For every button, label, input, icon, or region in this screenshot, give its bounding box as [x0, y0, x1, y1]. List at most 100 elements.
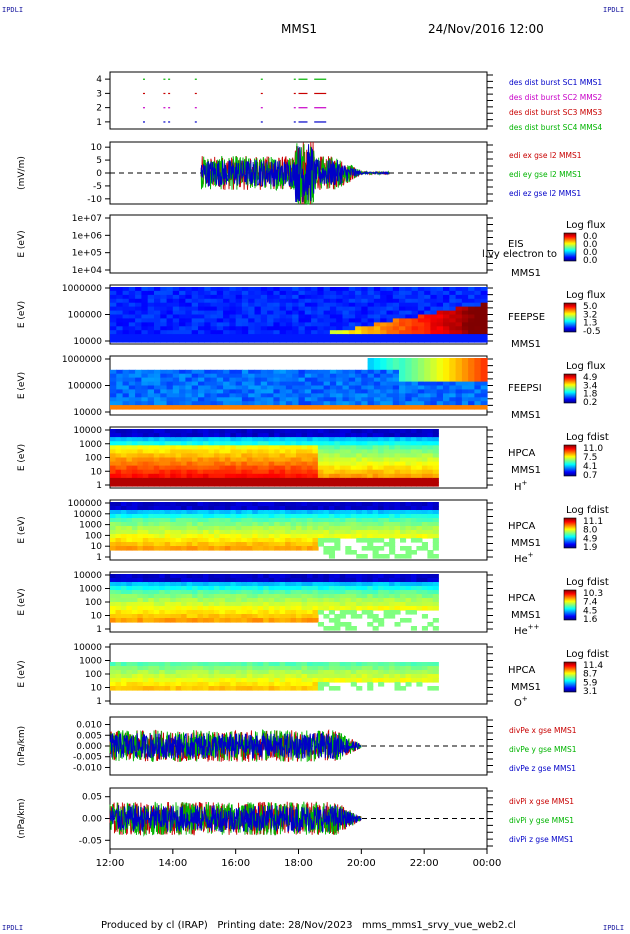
spectrogram-cell: [254, 334, 262, 339]
spectrogram-cell: [355, 306, 362, 312]
spectrogram-cell: [432, 433, 439, 438]
spectrogram-cell: [383, 534, 390, 539]
spectrogram-cell: [461, 326, 469, 331]
spectrogram-cell: [296, 453, 303, 459]
spectrogram-cell: [181, 465, 188, 471]
spectrogram-cell: [181, 445, 188, 450]
spectrogram-cell: [416, 449, 423, 455]
spectrogram-cell: [241, 666, 248, 671]
spectrogram-cell: [126, 518, 133, 523]
spectrogram-cell: [192, 506, 199, 511]
spectrogram-cell: [219, 578, 226, 583]
spectrogram-cell: [361, 522, 368, 527]
spectrogram-cell: [268, 481, 275, 487]
spectrogram-cell: [192, 445, 199, 450]
spectrogram-cell: [120, 441, 127, 446]
spectrogram-cell: [186, 582, 193, 587]
spectrogram-cell: [210, 389, 218, 394]
spectrogram-cell: [361, 662, 368, 667]
spectrogram-cell: [126, 510, 133, 515]
spectrogram-cell: [135, 373, 142, 379]
spectrogram-cell: [235, 502, 242, 507]
spectrogram-cell: [432, 590, 439, 595]
spectrogram-cell: [230, 682, 237, 687]
spectrogram-cell: [181, 461, 188, 467]
spectrogram-cell: [405, 473, 412, 479]
spectrogram-cell: [424, 358, 432, 363]
spectrogram-cell: [436, 318, 444, 323]
spectrogram-cell: [241, 465, 248, 471]
spectrogram-cell: [172, 298, 180, 304]
spectrogram-cell: [296, 582, 303, 587]
spectrogram-cell: [443, 306, 450, 312]
spectrogram-cell: [279, 674, 286, 679]
spectrogram-cell: [392, 314, 400, 319]
spectrogram-cell: [355, 287, 362, 292]
spectrogram-cell: [122, 334, 130, 339]
spectrogram-cell: [172, 326, 180, 331]
spectrogram-cell: [214, 666, 221, 671]
spectrogram-cell: [267, 302, 274, 308]
spectrogram-cell: [229, 393, 237, 398]
spectrogram-cell: [307, 594, 314, 599]
spectrogram-cell: [141, 287, 149, 292]
spectrogram-cell: [128, 389, 136, 394]
spectrogram-cell: [166, 377, 174, 383]
spectrogram-cell: [328, 538, 335, 543]
spectrogram-cell: [285, 334, 293, 339]
spectrogram-cell: [405, 445, 412, 450]
spectrogram-cell: [214, 465, 221, 471]
spectrogram-cell: [372, 502, 379, 507]
spectrogram-cell: [219, 682, 226, 687]
spectrogram-cell: [257, 602, 264, 607]
spectrogram-cell: [480, 377, 488, 383]
spectrogram-cell: [126, 534, 133, 539]
spectrogram-cell: [367, 453, 374, 459]
spectrogram-cell: [367, 678, 374, 683]
spectrogram-cell: [268, 453, 275, 459]
spectrogram-cell: [399, 322, 406, 327]
spectrogram-cell: [219, 465, 226, 471]
spectrogram-cell: [229, 397, 237, 402]
spectrogram-cell: [214, 678, 221, 683]
spectrogram-cell: [208, 618, 215, 623]
spectrogram-cell: [328, 606, 335, 611]
spectrogram-cell: [120, 453, 127, 459]
spectrogram-cell: [336, 397, 344, 402]
spectrogram-cell: [421, 481, 428, 487]
spectrogram-cell: [480, 361, 488, 367]
spectrogram-cell: [427, 429, 434, 434]
spectrogram-cell: [348, 326, 356, 331]
spectrogram-cell: [159, 590, 166, 595]
spacecraft-label: MMS1: [511, 465, 541, 476]
spectrogram-cell: [334, 433, 341, 438]
spectrogram-cell: [115, 538, 122, 543]
spectrogram-cell: [131, 666, 138, 671]
spectrogram-cell: [392, 310, 400, 316]
spectrogram-cell: [317, 578, 324, 583]
spectrogram-cell: [380, 381, 388, 387]
spectrogram-cell: [356, 445, 363, 450]
y-tick-label: -0.005: [73, 753, 102, 763]
spectrogram-cell: [142, 674, 149, 679]
spectrogram-cell: [279, 530, 286, 535]
spacecraft-label: MMS1: [511, 410, 541, 421]
spectrogram-cell: [246, 586, 253, 591]
spectrogram-cell: [267, 369, 274, 375]
spectrogram-cell: [142, 502, 149, 507]
spectrogram-cell: [301, 534, 308, 539]
instrument-label: EIS: [508, 239, 524, 250]
spectrogram-cell: [263, 586, 270, 591]
spectrogram-cell: [175, 534, 182, 539]
spectrogram-cell: [126, 674, 133, 679]
y-axis-label: (mV/m): [17, 156, 27, 190]
spectrogram-cell: [367, 306, 375, 312]
spectrogram-cell: [383, 614, 390, 619]
spectrogram-cell: [115, 441, 122, 446]
spectrogram-cell: [301, 678, 308, 683]
spectrogram-cell: [350, 574, 357, 579]
spectrogram-cell: [421, 626, 428, 631]
spectrogram-cell: [449, 294, 457, 300]
spectrogram-cell: [421, 678, 428, 683]
spectrogram-cell: [279, 666, 286, 671]
